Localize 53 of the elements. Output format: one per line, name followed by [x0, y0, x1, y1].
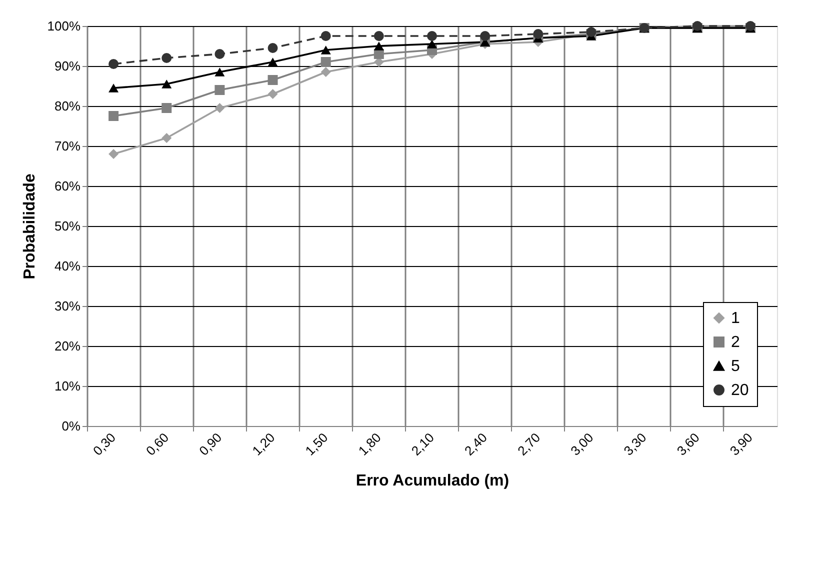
- point: [214, 103, 225, 113]
- y-tick-label: 90%: [54, 58, 81, 74]
- legend-label: 5: [731, 358, 740, 375]
- legend-label: 1: [731, 310, 740, 327]
- y-tick-label: 60%: [54, 178, 81, 194]
- point: [268, 58, 278, 66]
- y-tick-label: 0%: [62, 418, 81, 434]
- point: [108, 111, 119, 121]
- y-tick-label: 20%: [54, 338, 81, 354]
- y-tick-label: 30%: [54, 298, 81, 314]
- point: [320, 67, 331, 77]
- point: [480, 31, 490, 41]
- point: [427, 31, 437, 41]
- point: [108, 84, 119, 92]
- y-axis-title: Probabilidade: [21, 174, 38, 280]
- point: [268, 89, 278, 99]
- legend-label: 20: [731, 382, 749, 399]
- x-axis-title: Erro Acumulado (m): [356, 472, 510, 490]
- x-tick-label: 0,30: [90, 430, 118, 458]
- point: [320, 57, 331, 67]
- point: [108, 149, 119, 159]
- point: [214, 85, 225, 95]
- x-tick-label: 1,20: [249, 430, 278, 458]
- point: [214, 68, 225, 76]
- point: [320, 46, 331, 54]
- point: [162, 53, 172, 63]
- y-tick-label: 10%: [54, 378, 81, 394]
- legend-label: 2: [731, 334, 740, 351]
- point: [533, 29, 544, 39]
- point: [162, 133, 172, 143]
- y-tick-label: 50%: [54, 218, 81, 234]
- x-tick-label: 1,50: [302, 430, 331, 458]
- point: [320, 31, 331, 41]
- point: [162, 80, 172, 88]
- x-tick-label: 1,80: [355, 430, 384, 458]
- point: [214, 49, 225, 59]
- point: [162, 103, 172, 113]
- y-tick-label: 100%: [47, 18, 81, 34]
- x-tick-label: 3,60: [674, 430, 702, 458]
- point: [268, 43, 278, 53]
- point: [268, 75, 278, 85]
- x-tick-label: 3,30: [620, 430, 650, 458]
- x-tick-label: 0,90: [196, 430, 225, 458]
- point: [374, 42, 384, 50]
- x-tick-label: 0,60: [143, 430, 172, 458]
- point: [374, 31, 384, 41]
- y-tick-label: 40%: [54, 258, 81, 274]
- point: [427, 40, 437, 48]
- x-tick-label: 3,00: [568, 430, 596, 458]
- y-tick-label: 80%: [54, 98, 81, 114]
- x-tick-label: 3,90: [726, 430, 756, 458]
- y-tick-label: 70%: [54, 138, 81, 154]
- point: [108, 59, 119, 69]
